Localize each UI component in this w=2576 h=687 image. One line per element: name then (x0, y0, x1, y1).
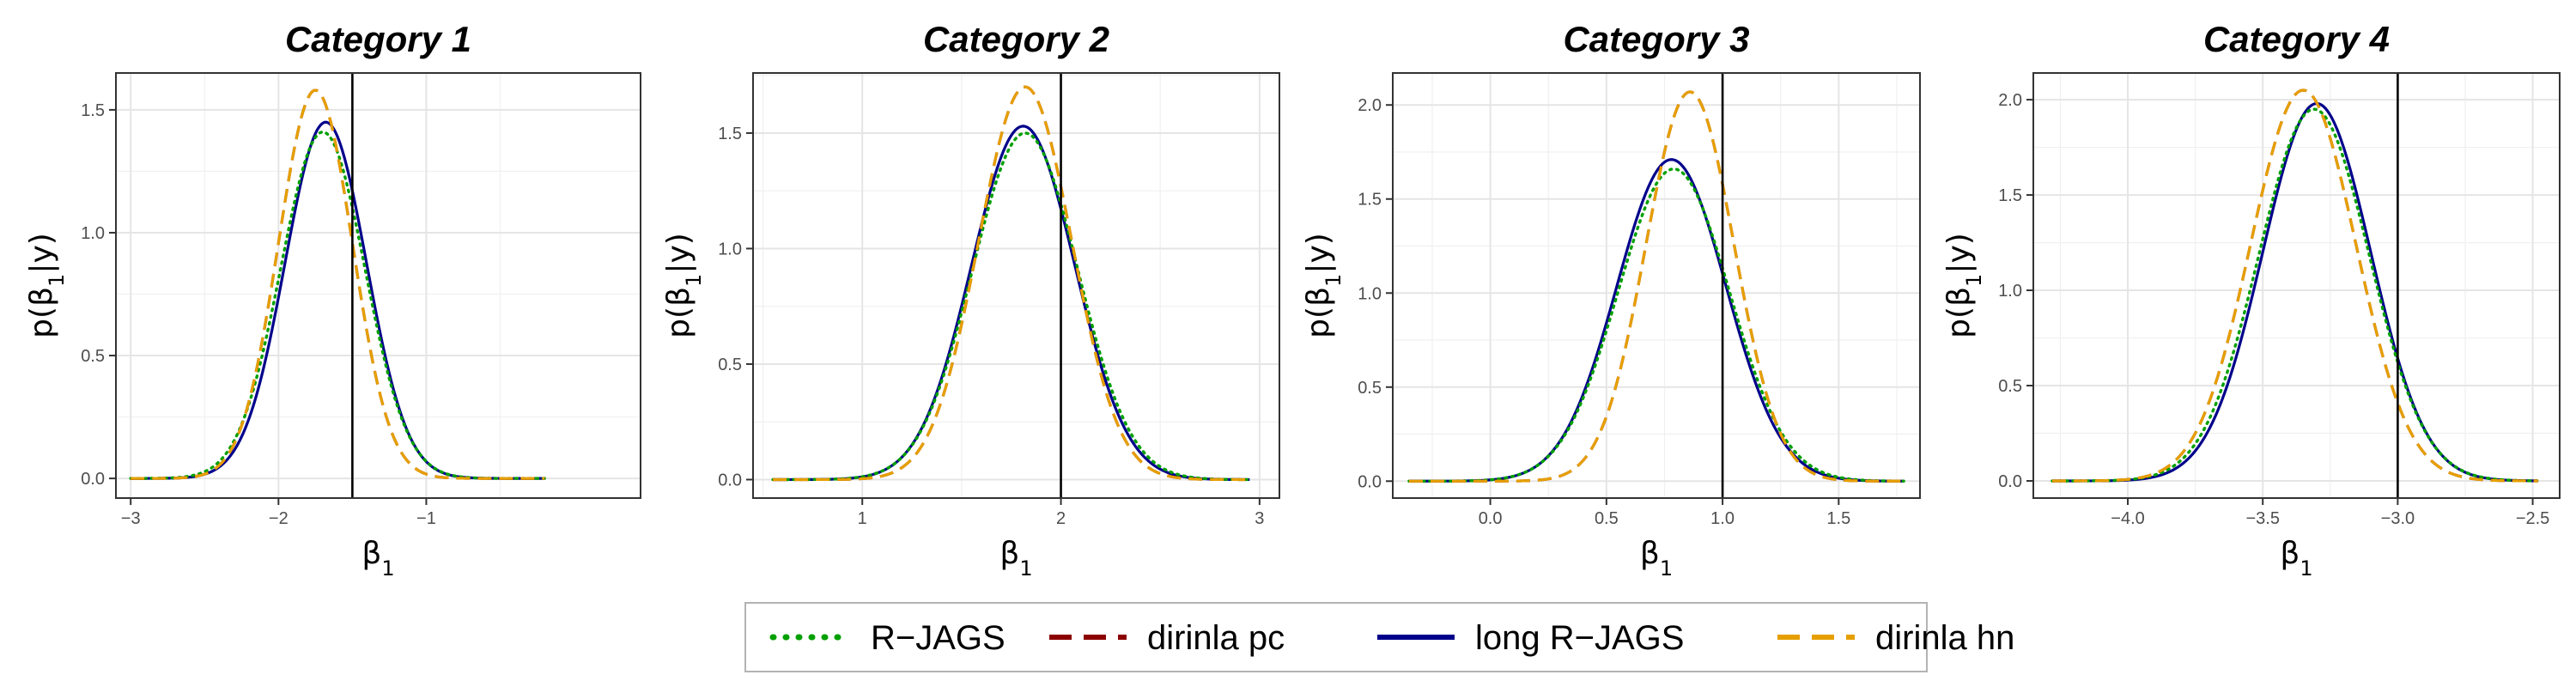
panel-border (2032, 72, 2561, 499)
y-tick-label: 1.5 (81, 101, 105, 120)
y-tick-label: 1.0 (1998, 282, 2022, 301)
y-tick-label: 1.0 (1358, 284, 1382, 303)
series-r-jags (129, 131, 546, 480)
series-dirinla-hn (2052, 88, 2538, 483)
panel-1: −3 −2 −1 0.0 0.5 1.0 1.5 Category 1 β1 p(β1|y) (24, 19, 641, 581)
y-axis-label: p(β1|y) (1301, 233, 1346, 338)
panel-border (752, 72, 1280, 499)
x-tick-label: −3 (121, 509, 141, 528)
plot-background (753, 73, 1279, 498)
series-r-jags (2050, 107, 2540, 483)
panel-4: −4.0 −3.5 −3.0 −2.5 0.0 0.5 1.0 1.5 2.0 Category … (1941, 19, 2561, 581)
y-tick-label: 0.5 (1358, 379, 1382, 398)
plot-background (116, 73, 641, 498)
series-r-jags (771, 131, 1251, 482)
x-tick-label: 1.5 (1826, 509, 1850, 528)
y-tick-label: 0.5 (1998, 377, 2022, 396)
y-tick-label: 0.5 (81, 347, 105, 366)
y-tick-label: 1.5 (1998, 186, 2022, 205)
y-tick-label: 1.5 (718, 125, 742, 143)
x-tick-label: 1.0 (1710, 509, 1735, 528)
x-axis-label: β1 (1640, 536, 1673, 581)
series-dirinla-hn (1408, 90, 1905, 483)
panel-border (115, 72, 641, 499)
panel-title: Category 2 (923, 19, 1109, 59)
legend-box (744, 602, 1928, 672)
x-tick-label: 2 (1056, 509, 1066, 528)
y-tick-label: 0.0 (1358, 472, 1382, 491)
panels-layer: −3 −2 −1 0.0 0.5 1.0 1.5 Category 1 β1 p(β1|y) 1 2 3… (24, 19, 2561, 581)
panel-title: Category 3 (1563, 19, 1749, 59)
panel-title: Category 4 (2203, 19, 2390, 59)
y-tick-label: 1.0 (718, 240, 742, 258)
x-tick-label: 1 (858, 509, 867, 528)
y-axis-label: p(β1|y) (1941, 233, 1986, 338)
x-tick-label: −3.0 (2381, 509, 2415, 528)
x-axis-label: β1 (999, 536, 1032, 581)
y-tick-label: 2.0 (1998, 91, 2022, 110)
y-tick-label: 1.5 (1358, 191, 1382, 210)
series-dirinla-hn (131, 88, 545, 480)
y-axis-label: p(β1|y) (661, 233, 706, 338)
y-tick-label: 0.0 (81, 470, 105, 489)
series-long-r-jags (773, 125, 1250, 482)
panel-border (1392, 72, 1921, 499)
x-axis-label: β1 (361, 536, 394, 581)
legend-label: R−JAGS (871, 619, 1005, 657)
y-tick-label: 0.0 (1998, 472, 2022, 491)
x-tick-label: 0.0 (1479, 509, 1503, 528)
x-tick-label: −3.5 (2245, 509, 2279, 528)
panel-2: 1 2 3 0.0 0.5 1.0 1.5 Category 2 β1 p(β1|y) (661, 19, 1280, 581)
plot-background (2033, 73, 2560, 498)
x-tick-label: −1 (416, 509, 436, 528)
series-dirinla-hn (773, 85, 1250, 482)
legend: R−JAGS dirinla pc long R−JAGS dirinla hn (744, 602, 2014, 672)
y-axis-label: p(β1|y) (24, 233, 69, 338)
panel-3: 0.0 0.5 1.0 1.5 0.0 0.5 1.0 1.5 2.0 Category 3 β1 p… (1301, 19, 1921, 581)
x-tick-label: −2.5 (2516, 509, 2549, 528)
x-tick-label: −2 (269, 509, 289, 528)
legend-label: dirinla pc (1147, 619, 1285, 657)
legend-label: dirinla hn (1875, 619, 2014, 657)
y-tick-label: 2.0 (1358, 96, 1382, 115)
y-tick-label: 0.0 (718, 471, 742, 489)
x-tick-label: 3 (1255, 509, 1264, 528)
y-tick-label: 0.5 (718, 356, 742, 374)
x-tick-label: 0.5 (1595, 509, 1619, 528)
legend-label: long R−JAGS (1475, 619, 1684, 657)
x-axis-label: β1 (2280, 536, 2312, 581)
series-r-jags (1407, 167, 1905, 483)
y-tick-label: 1.0 (81, 224, 105, 243)
x-tick-label: −4.0 (2111, 509, 2144, 528)
plot-background (1393, 73, 1920, 498)
panel-title: Category 1 (285, 19, 471, 59)
legend-items: R−JAGS dirinla pc long R−JAGS dirinla hn (769, 619, 2014, 657)
